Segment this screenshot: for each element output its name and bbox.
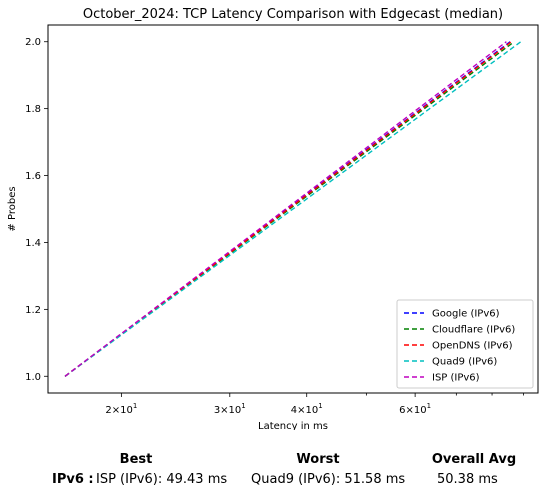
worst-value: Quad9 (IPv6): 51.58 ms [251,472,406,487]
y-tick-label: 1.0 [25,372,41,383]
summary-table: Best Worst Overall Avg IPv6 : ISP (IPv6)… [0,444,551,494]
y-tick-label: 1.6 [25,171,41,182]
legend-label: Cloudflare (IPv6) [432,325,515,336]
x-tick-label: 6×101 [399,402,431,416]
worst-header: Worst [296,452,340,467]
legend-label: Quad9 (IPv6) [432,357,497,368]
chart-title: October_2024: TCP Latency Comparison wit… [83,7,503,22]
legend-label: ISP (IPv6) [432,373,480,384]
y-tick-label: 2.0 [25,37,41,48]
y-tick-label: 1.2 [25,305,41,316]
x-axis-label: Latency in ms [258,421,328,430]
x-tick-label: 2×101 [105,402,137,416]
best-value: ISP (IPv6): 49.43 ms [96,472,228,487]
legend-box [396,299,534,389]
y-tick-label: 1.8 [25,104,41,115]
y-axis-label: # Probes [7,186,18,231]
series-line-quad9-ipv6 [64,41,522,377]
y-tick-label: 1.4 [25,238,41,249]
x-tick-label: 4×101 [291,402,323,416]
latency-chart: October_2024: TCP Latency Comparison wit… [7,7,539,430]
overall-avg-header: Overall Avg [431,452,517,467]
plot-frame [47,24,539,394]
series-line-isp-ipv6 [64,41,507,377]
series-line-cloudflare-ipv6 [64,41,515,377]
chart-svg: October_2024: TCP Latency Comparison wit… [7,7,539,430]
x-tick-label: 3×101 [214,402,246,416]
overall-avg-value: 50.38 ms [437,472,498,487]
ipv6-row-label: IPv6 : [52,472,94,487]
legend-label: OpenDNS (IPv6) [432,341,513,352]
best-header: Best [119,452,153,467]
legend-label: Google (IPv6) [432,309,500,320]
